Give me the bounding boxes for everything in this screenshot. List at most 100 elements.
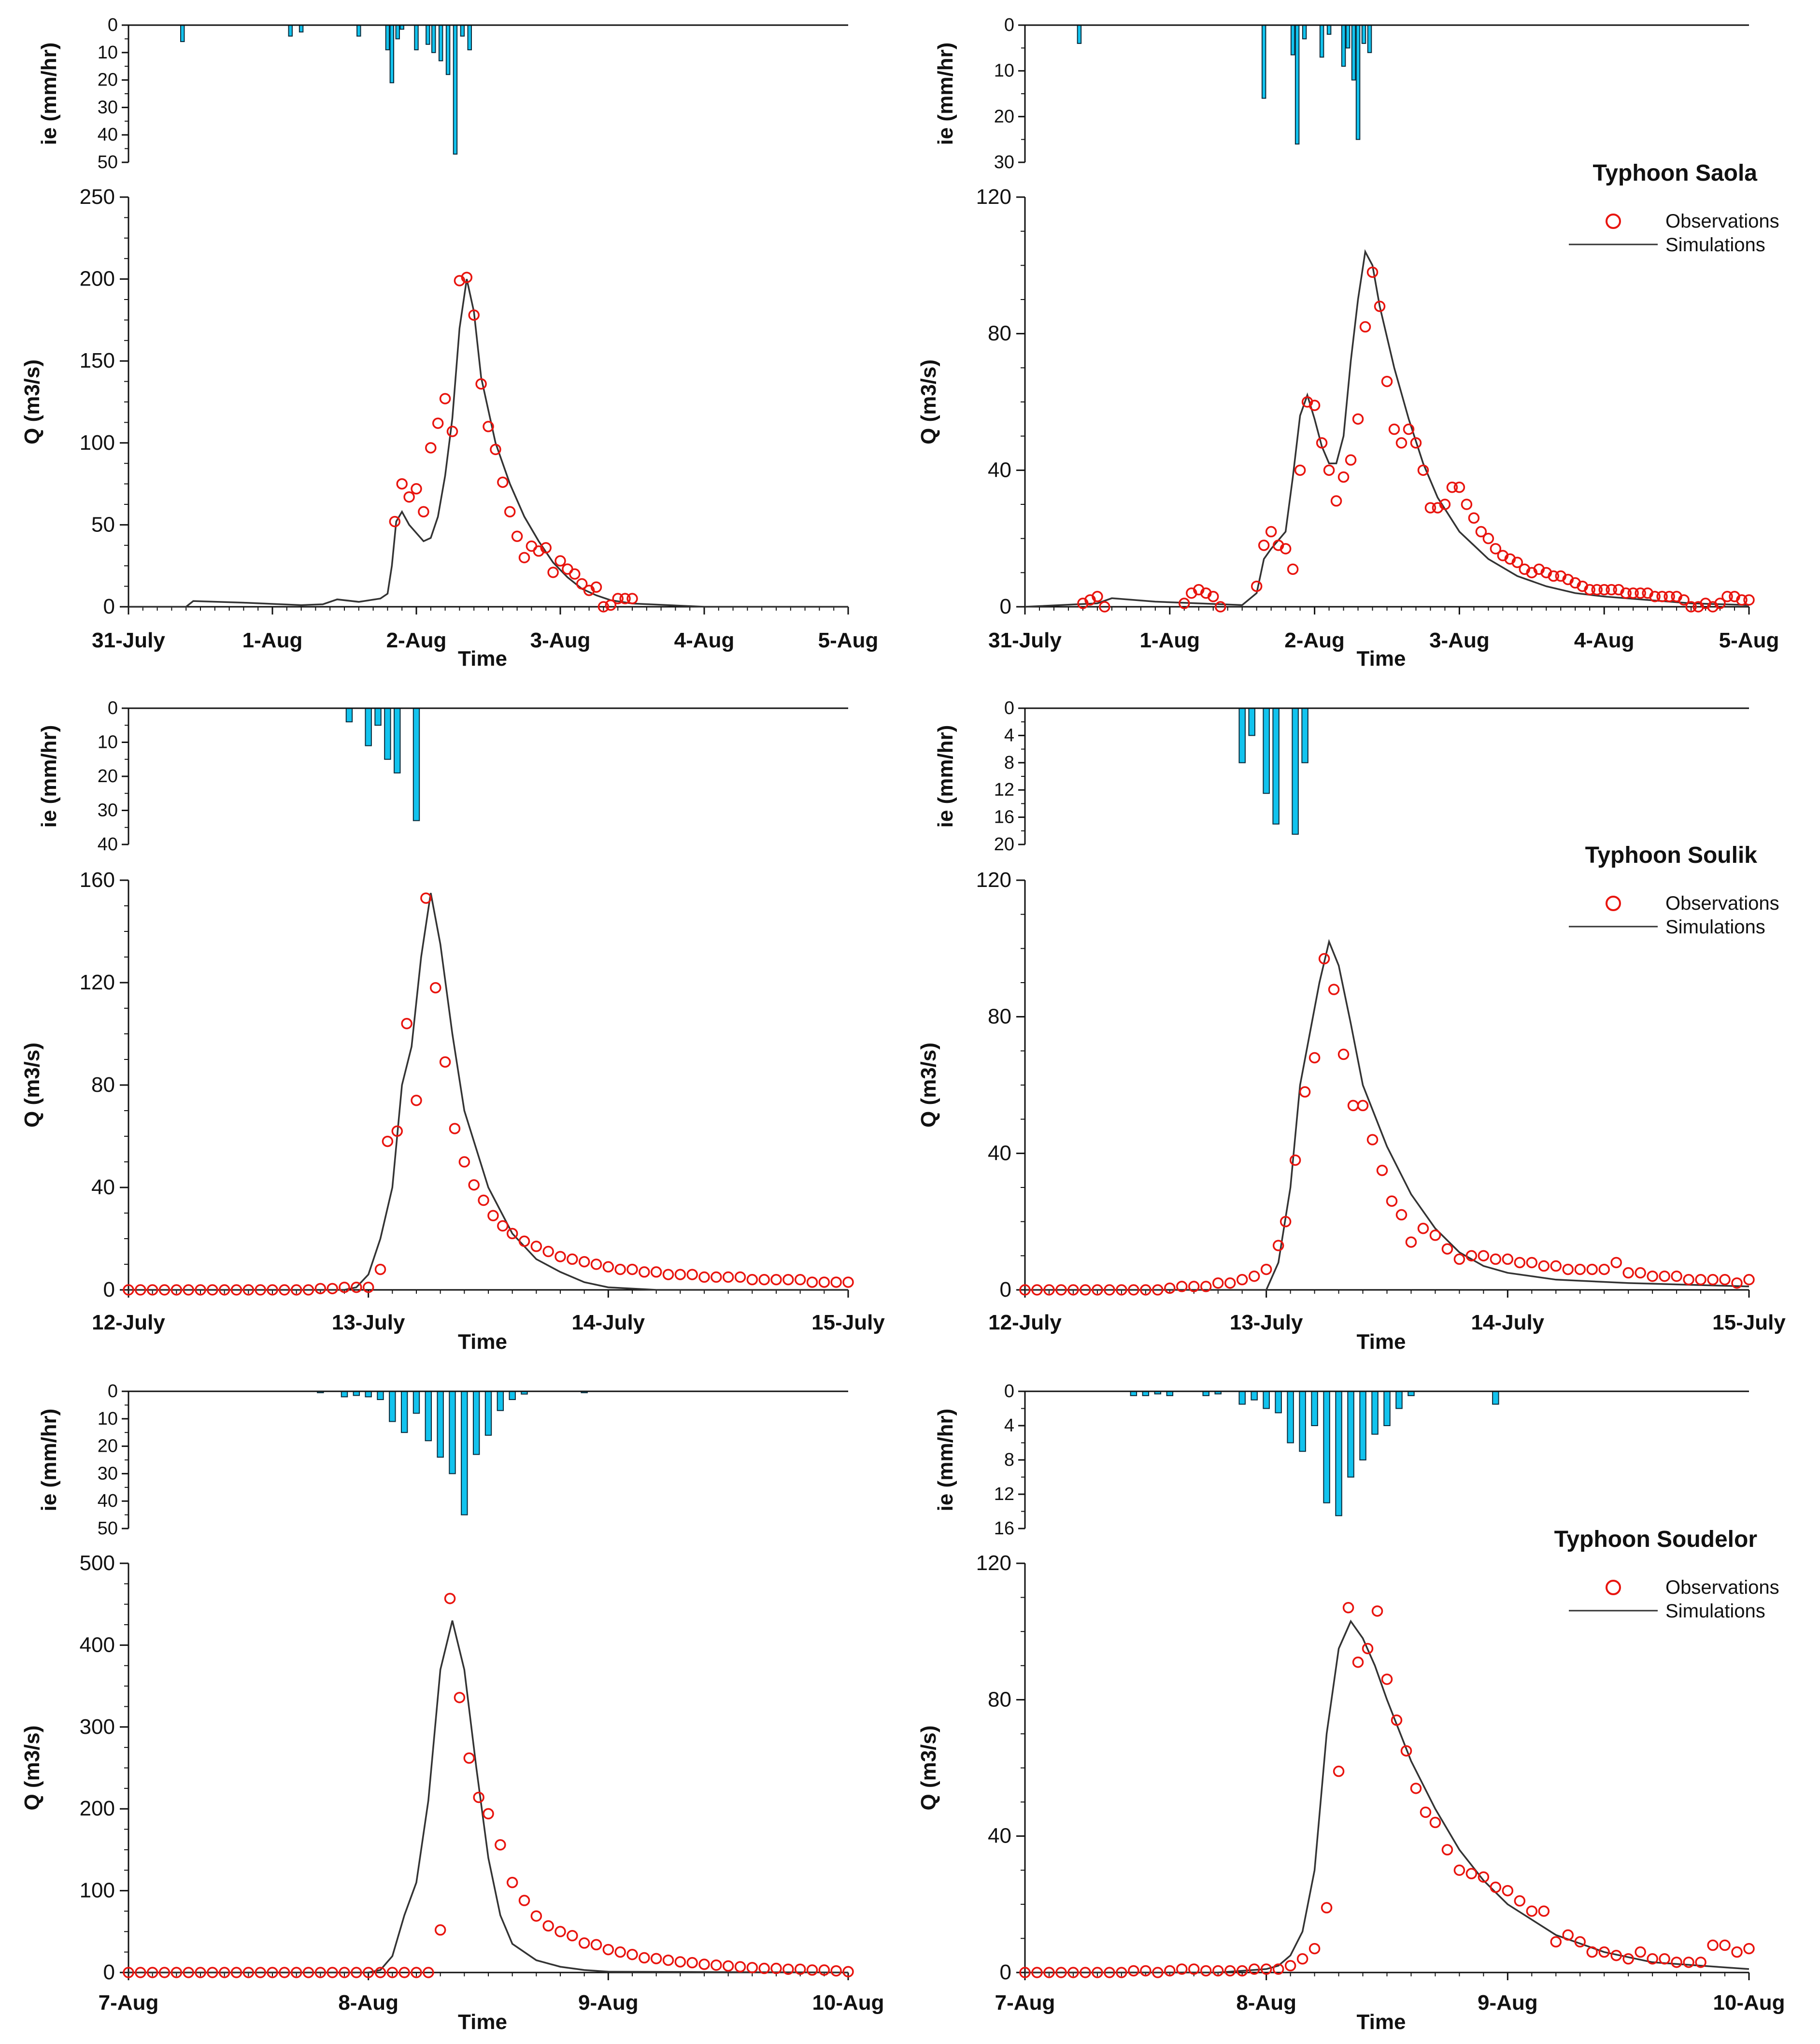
observation-point — [1719, 1939, 1731, 1951]
observation-point — [1357, 1100, 1369, 1112]
observation-point — [478, 1194, 489, 1206]
rain-tick-label: 30 — [98, 1463, 118, 1484]
rainfall-bar — [1326, 25, 1332, 35]
observation-point — [1446, 481, 1458, 493]
observation-point — [818, 1964, 830, 1976]
rain-tick-label: 10 — [98, 732, 118, 753]
x-tick-label: 8-Aug — [1236, 1991, 1296, 2015]
rain-tick-label: 10 — [994, 61, 1014, 81]
observation-point — [487, 1210, 499, 1222]
observation-point — [423, 1967, 434, 1978]
observation-point — [1294, 464, 1306, 476]
discharge-plot: 0 40 80 120 12-July 13-July 14-July 15-July Time… — [917, 868, 1786, 1354]
rainfall-bar — [1361, 25, 1366, 44]
observation-point — [463, 1752, 475, 1764]
observation-point — [439, 1056, 451, 1068]
observation-point — [420, 892, 432, 904]
legend-observation-marker — [1606, 214, 1621, 229]
rainfall-bar — [1238, 708, 1246, 763]
observation-point — [1429, 1816, 1441, 1829]
observation-point — [1410, 1783, 1422, 1794]
observation-point — [1140, 1284, 1152, 1296]
rainfall-bar — [412, 708, 420, 821]
observation-point — [1562, 1929, 1574, 1941]
observation-point — [1417, 464, 1429, 476]
x-tick-label: 3-Aug — [530, 629, 591, 652]
observation-point — [1258, 540, 1270, 551]
observation-point — [1598, 584, 1610, 596]
observation-point — [686, 1269, 698, 1280]
observation-point — [1366, 266, 1379, 278]
q-tick-label: 150 — [80, 349, 115, 372]
q-tick-label: 500 — [80, 1551, 115, 1575]
observation-point — [1526, 1905, 1538, 1917]
observation-point — [386, 1967, 398, 1978]
observation-point — [1381, 1673, 1393, 1685]
observation-point — [1478, 1871, 1490, 1883]
observation-point — [1152, 1284, 1164, 1296]
observation-point — [1391, 1714, 1403, 1726]
x-axis-title: Time — [1357, 647, 1406, 671]
q-tick-label: 0 — [103, 1960, 115, 1984]
rainfall-bar — [1299, 1391, 1306, 1452]
observation-point — [614, 1946, 626, 1958]
observation-point — [398, 1967, 410, 1978]
observation-point — [1610, 1949, 1622, 1961]
observation-point — [1538, 1905, 1550, 1917]
rainfall-bar — [1294, 25, 1300, 145]
observation-point — [468, 309, 480, 321]
observation-point — [1164, 1965, 1176, 1977]
observation-point — [146, 1284, 158, 1296]
observation-point — [1371, 1605, 1383, 1617]
rainfall-bar — [389, 1391, 396, 1422]
observation-point — [439, 393, 451, 404]
rainfall-bar — [460, 25, 465, 37]
observation-point — [518, 552, 530, 563]
rainfall-bar — [1492, 1391, 1499, 1405]
observation-point — [1224, 1277, 1236, 1289]
observation-point — [1092, 591, 1103, 602]
observation-point — [1043, 1284, 1055, 1296]
observation-point — [674, 1269, 686, 1280]
observation-point — [362, 1281, 374, 1293]
discharge-plot: 0 50 100 150 200 250 31-July 1-Aug 2-Aug 3-Aug 4-A… — [20, 185, 878, 671]
q-tick-label: 160 — [80, 868, 115, 892]
observation-point — [506, 1228, 518, 1240]
observation-point — [518, 1895, 530, 1906]
observation-point — [1116, 1967, 1127, 1978]
rain-tick-label: 50 — [98, 1518, 118, 1539]
rain-tick-label: 20 — [994, 106, 1014, 127]
chart-panel-saola-right: 0 10 20 30 ie (mm/hr) 0 40 80 120 31-July 1-Aug 2-A… — [917, 15, 1779, 671]
observation-point — [242, 1284, 255, 1296]
observation-point — [403, 491, 415, 503]
observation-point — [1405, 1236, 1417, 1248]
rainfall-bar — [1359, 1391, 1366, 1460]
observation-point — [758, 1274, 770, 1286]
observation-point — [495, 1839, 506, 1851]
observation-point — [734, 1271, 746, 1283]
rainfall-bar — [394, 708, 401, 773]
observation-point — [626, 1263, 638, 1275]
observation-point — [473, 1791, 484, 1803]
observation-point — [279, 1284, 290, 1296]
q-tick-label: 100 — [80, 431, 115, 455]
rainfall-bar — [431, 25, 436, 53]
rain-tick-label: 8 — [1004, 1450, 1014, 1470]
observation-point — [1598, 1946, 1610, 1958]
observation-point — [1251, 580, 1263, 592]
q-tick-label: 200 — [80, 267, 115, 291]
observation-point — [411, 1967, 422, 1978]
simulation-series-line — [128, 893, 848, 1291]
x-tick-label: 7-Aug — [99, 1991, 159, 2015]
discharge-plot: 0 40 80 120 31-July 1-Aug 2-Aug 3-Aug 4-Aug 5-Aug… — [917, 185, 1779, 671]
rainfall-hyetograph: 0 4 8 12 16 ie (mm/hr) — [934, 1381, 1749, 1539]
x-tick-label: 5-Aug — [1719, 629, 1779, 652]
observation-point — [171, 1284, 183, 1296]
observation-point — [1743, 1943, 1755, 1955]
x-tick-label: 7-Aug — [995, 1991, 1055, 2015]
q-tick-label: 80 — [988, 1005, 1011, 1029]
observation-point — [530, 1910, 542, 1922]
rain-tick-label: 16 — [994, 1518, 1014, 1539]
observation-point — [547, 567, 559, 578]
